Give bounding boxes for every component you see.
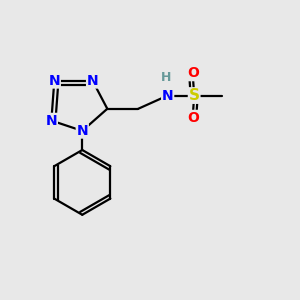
Text: N: N	[49, 74, 60, 88]
Text: N: N	[76, 124, 88, 138]
Text: N: N	[46, 114, 57, 128]
Text: H: H	[161, 71, 171, 84]
Text: N: N	[87, 74, 98, 88]
Text: O: O	[187, 66, 199, 80]
Text: N: N	[162, 88, 173, 103]
Text: S: S	[189, 88, 200, 103]
Text: O: O	[187, 111, 199, 124]
